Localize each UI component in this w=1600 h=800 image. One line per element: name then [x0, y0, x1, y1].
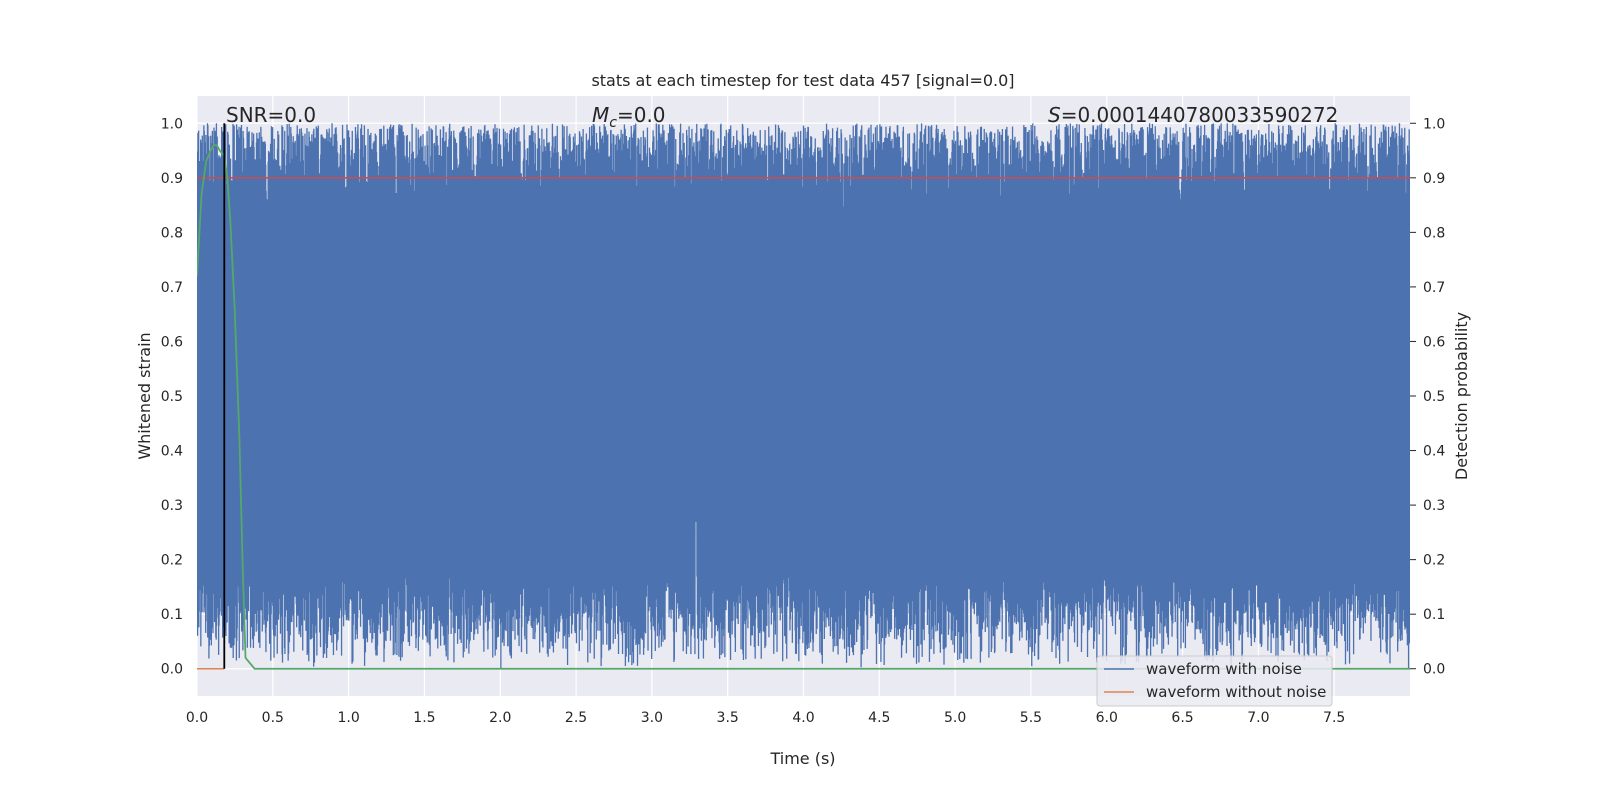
x-axis-label: Time (s) — [769, 749, 835, 768]
y-tick-label-left: 0.2 — [161, 553, 183, 569]
y-tick-label-left: 0.5 — [161, 389, 183, 405]
x-tick-label: 6.5 — [1171, 710, 1193, 726]
y-tick-label-left: 0.9 — [161, 171, 183, 187]
x-tick-label: 3.5 — [717, 710, 739, 726]
x-tick-label: 1.0 — [337, 710, 359, 726]
x-tick-label: 0.0 — [186, 710, 208, 726]
snr-annotation: SNR=0.0 — [226, 103, 316, 127]
y-tick-label-left: 0.6 — [161, 334, 183, 350]
x-tick-label: 7.0 — [1247, 710, 1269, 726]
x-tick-label: 4.5 — [868, 710, 890, 726]
y-tick-label-right: 0.3 — [1423, 498, 1445, 514]
x-tick-label: 0.5 — [262, 710, 284, 726]
x-tick-label: 5.5 — [1020, 710, 1042, 726]
y-tick-label-left: 0.0 — [161, 662, 183, 678]
y-tick-label-left: 0.8 — [161, 225, 183, 241]
y-tick-label-right: 0.0 — [1423, 662, 1445, 678]
series-detection-probability — [197, 144, 1410, 670]
x-tick-label: 6.0 — [1096, 710, 1118, 726]
x-tick-label: 2.0 — [489, 710, 511, 726]
y-axis-label-right: Detection probability — [1452, 312, 1471, 480]
x-tick-label: 1.5 — [413, 710, 435, 726]
y-tick-label-right: 0.9 — [1423, 171, 1445, 187]
chart-title: stats at each timestep for test data 457… — [591, 71, 1014, 90]
x-tick-label: 7.5 — [1323, 710, 1345, 726]
y-tick-label-left: 0.4 — [161, 444, 183, 460]
y-tick-label-right: 0.5 — [1423, 389, 1445, 405]
y-tick-label-right: 0.2 — [1423, 553, 1445, 569]
x-tick-label: 2.5 — [565, 710, 587, 726]
mc-value: =0.0 — [617, 103, 666, 127]
legend-label-without-noise: waveform without noise — [1146, 683, 1326, 701]
y-tick-label-right: 0.6 — [1423, 334, 1445, 350]
s-symbol: S — [1048, 103, 1061, 127]
y-tick-label-left: 0.7 — [161, 280, 183, 296]
y-axis-ticks-left: 0.0 0.1 0.2 0.3 0.4 0.5 0.6 0.7 0.8 0.9 1.0 — [161, 116, 183, 677]
y-tick-label-right: 0.4 — [1423, 444, 1445, 460]
series-waveform-with-noise — [197, 123, 1410, 669]
x-tick-label: 5.0 — [944, 710, 966, 726]
y-tick-label-left: 1.0 — [161, 116, 183, 132]
x-tick-label: 4.0 — [792, 710, 814, 726]
x-axis-ticks: 0.0 0.5 1.0 1.5 2.0 2.5 3.0 3.5 4.0 4.5 5.0 5.5 6.0 6… — [186, 710, 1345, 726]
x-tick-label: 3.0 — [641, 710, 663, 726]
s-value: =0.0001440780033590272 — [1061, 103, 1339, 127]
y-tick-label-right: 0.1 — [1423, 607, 1445, 623]
y-tick-label-left: 0.3 — [161, 498, 183, 514]
y-tick-label-right: 0.8 — [1423, 225, 1445, 241]
y-tick-label-right: 1.0 — [1423, 116, 1445, 132]
chirp-mass-annotation: Mc=0.0 — [592, 103, 666, 131]
y-axis-label-left: Whitened strain — [135, 332, 154, 459]
y-tick-label-left: 0.1 — [161, 607, 183, 623]
legend-label-with-noise: waveform with noise — [1146, 660, 1302, 678]
y-axis-ticks-right: 0.0 0.1 0.2 0.3 0.4 0.5 0.6 0.7 0.8 0.9 1.0 — [1410, 116, 1445, 678]
legend-box — [1096, 655, 1333, 707]
legend: waveform with noise waveform without noi… — [1096, 655, 1333, 707]
s-annotation: S=0.0001440780033590272 — [1048, 103, 1338, 127]
mc-subscript: c — [609, 115, 617, 131]
mc-symbol: M — [592, 103, 609, 127]
y-tick-label-right: 0.7 — [1423, 280, 1445, 296]
